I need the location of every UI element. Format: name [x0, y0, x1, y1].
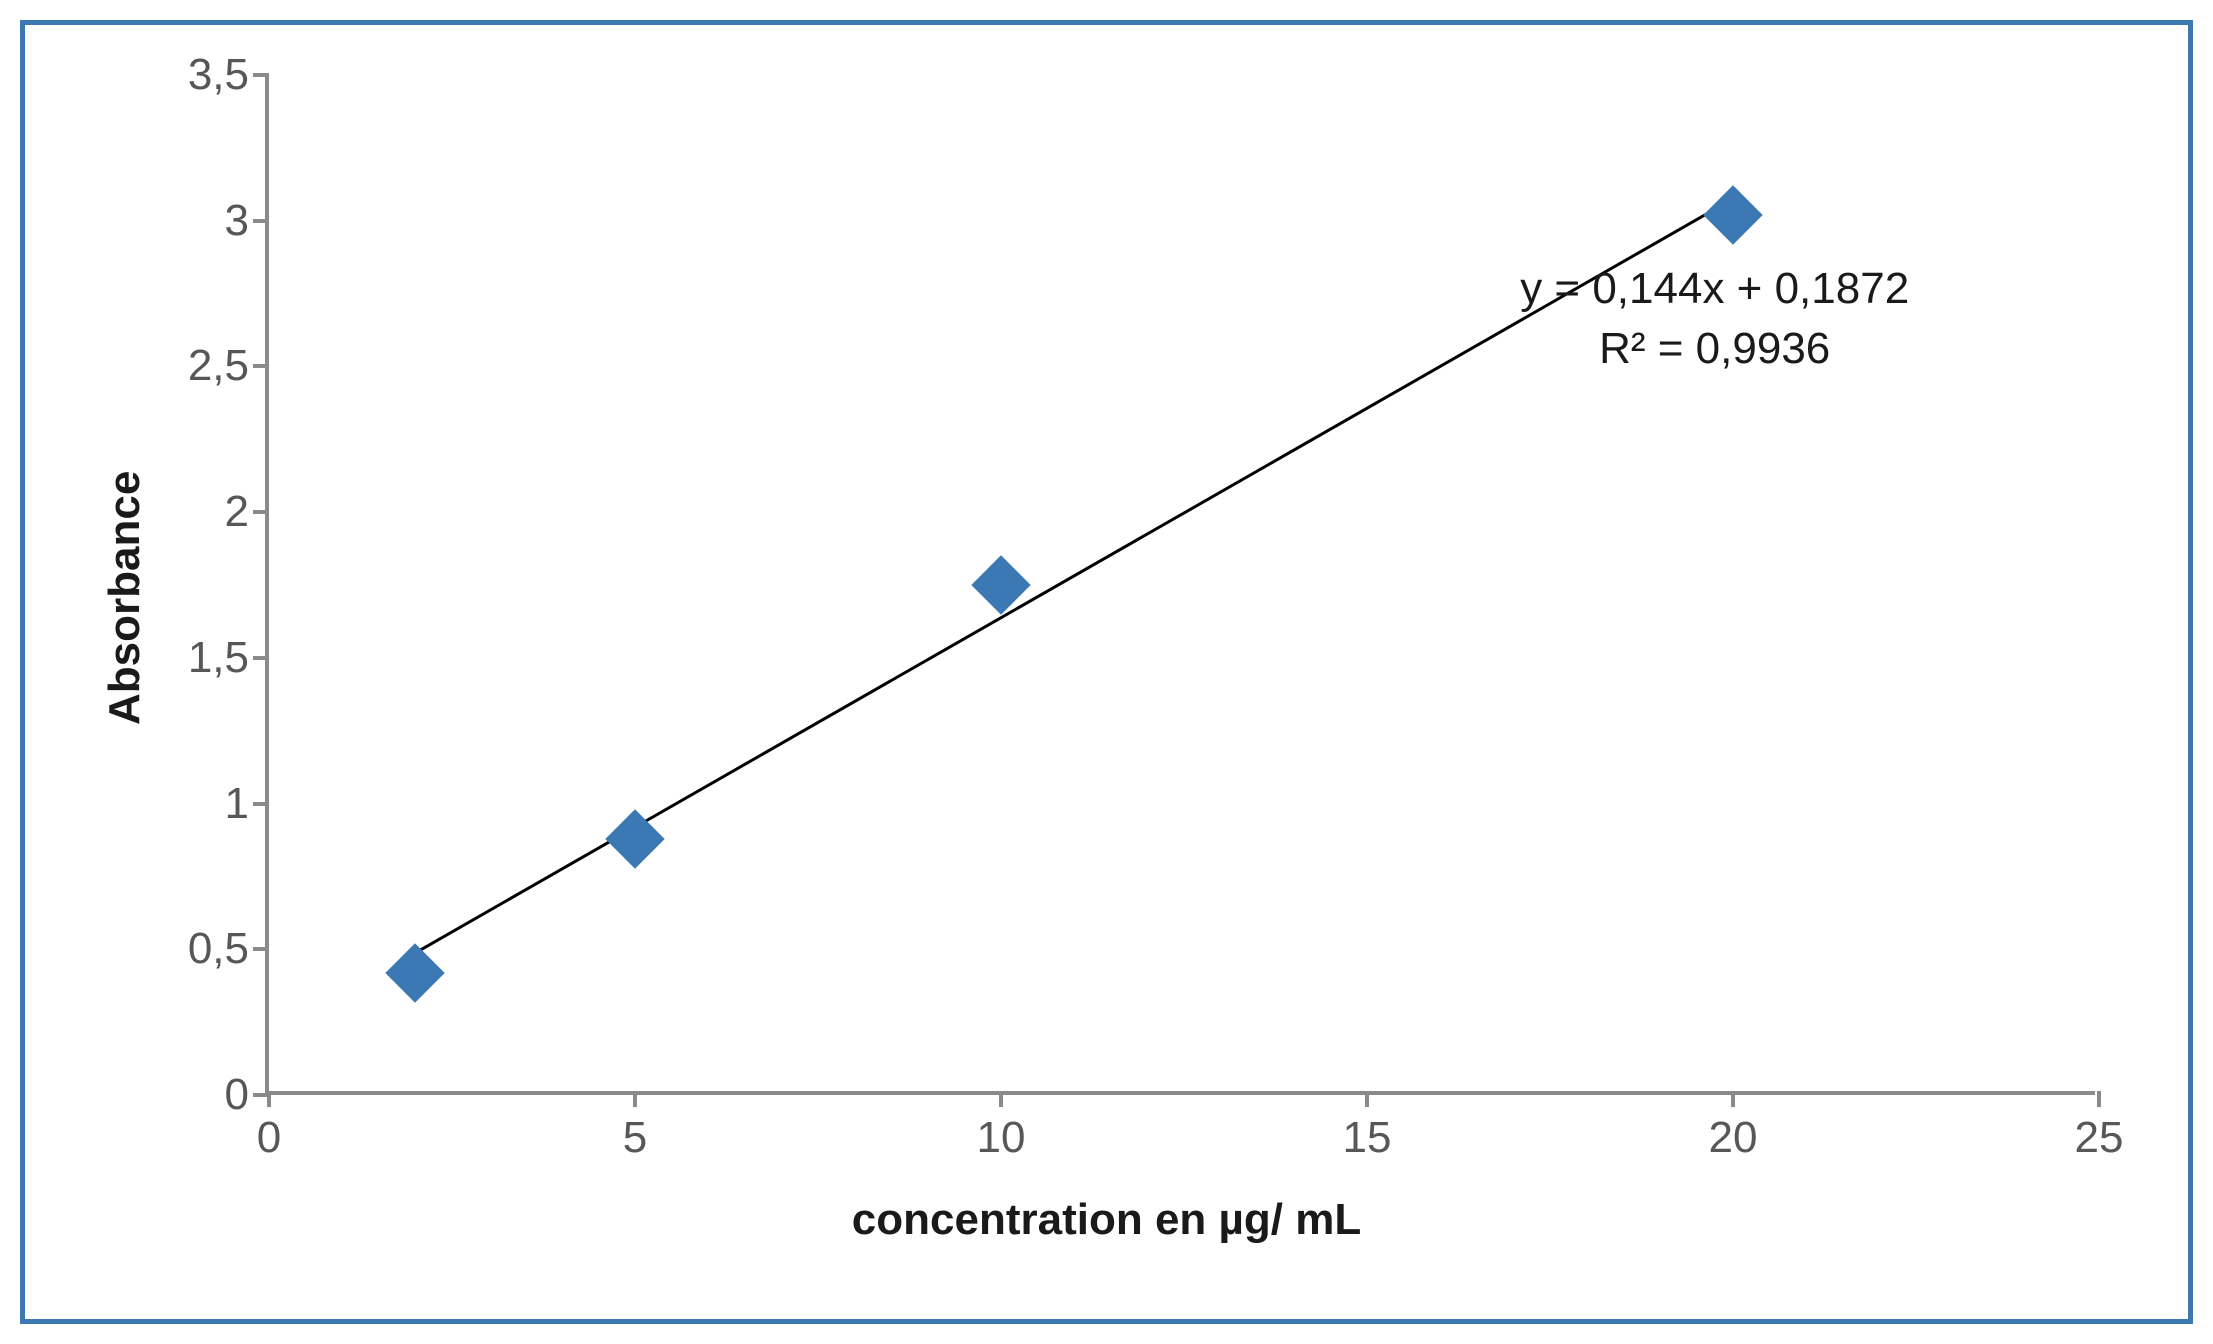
y-tick	[253, 802, 269, 806]
x-tick	[999, 1091, 1003, 1107]
x-tick	[267, 1091, 271, 1107]
y-tick-label: 1,5	[139, 633, 249, 683]
y-tick-label: 2,5	[139, 341, 249, 391]
x-tick-label: 10	[951, 1113, 1051, 1163]
x-tick-label: 20	[1683, 1113, 1783, 1163]
y-tick-label: 2	[139, 487, 249, 537]
regression-annotation: y = 0,144x + 0,1872R² = 0,9936	[1475, 259, 1955, 378]
equation-text: y = 0,144x + 0,1872	[1475, 259, 1955, 318]
y-tick	[253, 947, 269, 951]
x-tick	[1365, 1091, 1369, 1107]
y-tick-label: 0,5	[139, 924, 249, 974]
data-point-marker	[386, 943, 445, 1002]
x-tick-label: 15	[1317, 1113, 1417, 1163]
x-tick-label: 25	[2049, 1113, 2149, 1163]
x-tick	[1731, 1091, 1735, 1107]
y-tick-label: 1	[139, 779, 249, 829]
y-tick	[253, 364, 269, 368]
r-squared-text: R² = 0,9936	[1475, 319, 1955, 378]
chart-area: Absorbance 00,511,522,533,50510152025y =…	[65, 65, 2148, 1279]
trendline-svg	[269, 75, 2095, 1091]
y-tick-label: 3,5	[139, 50, 249, 100]
y-tick	[253, 656, 269, 660]
data-point-marker	[605, 809, 664, 868]
data-point-marker	[971, 555, 1030, 614]
y-tick	[253, 73, 269, 77]
data-point-marker	[1703, 185, 1762, 244]
x-axis-title: concentration en µg/ mL	[65, 1195, 2148, 1245]
x-tick	[633, 1091, 637, 1107]
plot-wrapper: 00,511,522,533,50510152025y = 0,144x + 0…	[265, 75, 2095, 1095]
y-tick-label: 3	[139, 196, 249, 246]
x-tick-label: 5	[585, 1113, 685, 1163]
x-tick-label: 0	[219, 1113, 319, 1163]
chart-frame: Absorbance 00,511,522,533,50510152025y =…	[20, 20, 2193, 1324]
plot-area: 00,511,522,533,50510152025y = 0,144x + 0…	[265, 75, 2095, 1095]
y-tick	[253, 219, 269, 223]
y-tick	[253, 510, 269, 514]
x-tick	[2097, 1091, 2101, 1107]
